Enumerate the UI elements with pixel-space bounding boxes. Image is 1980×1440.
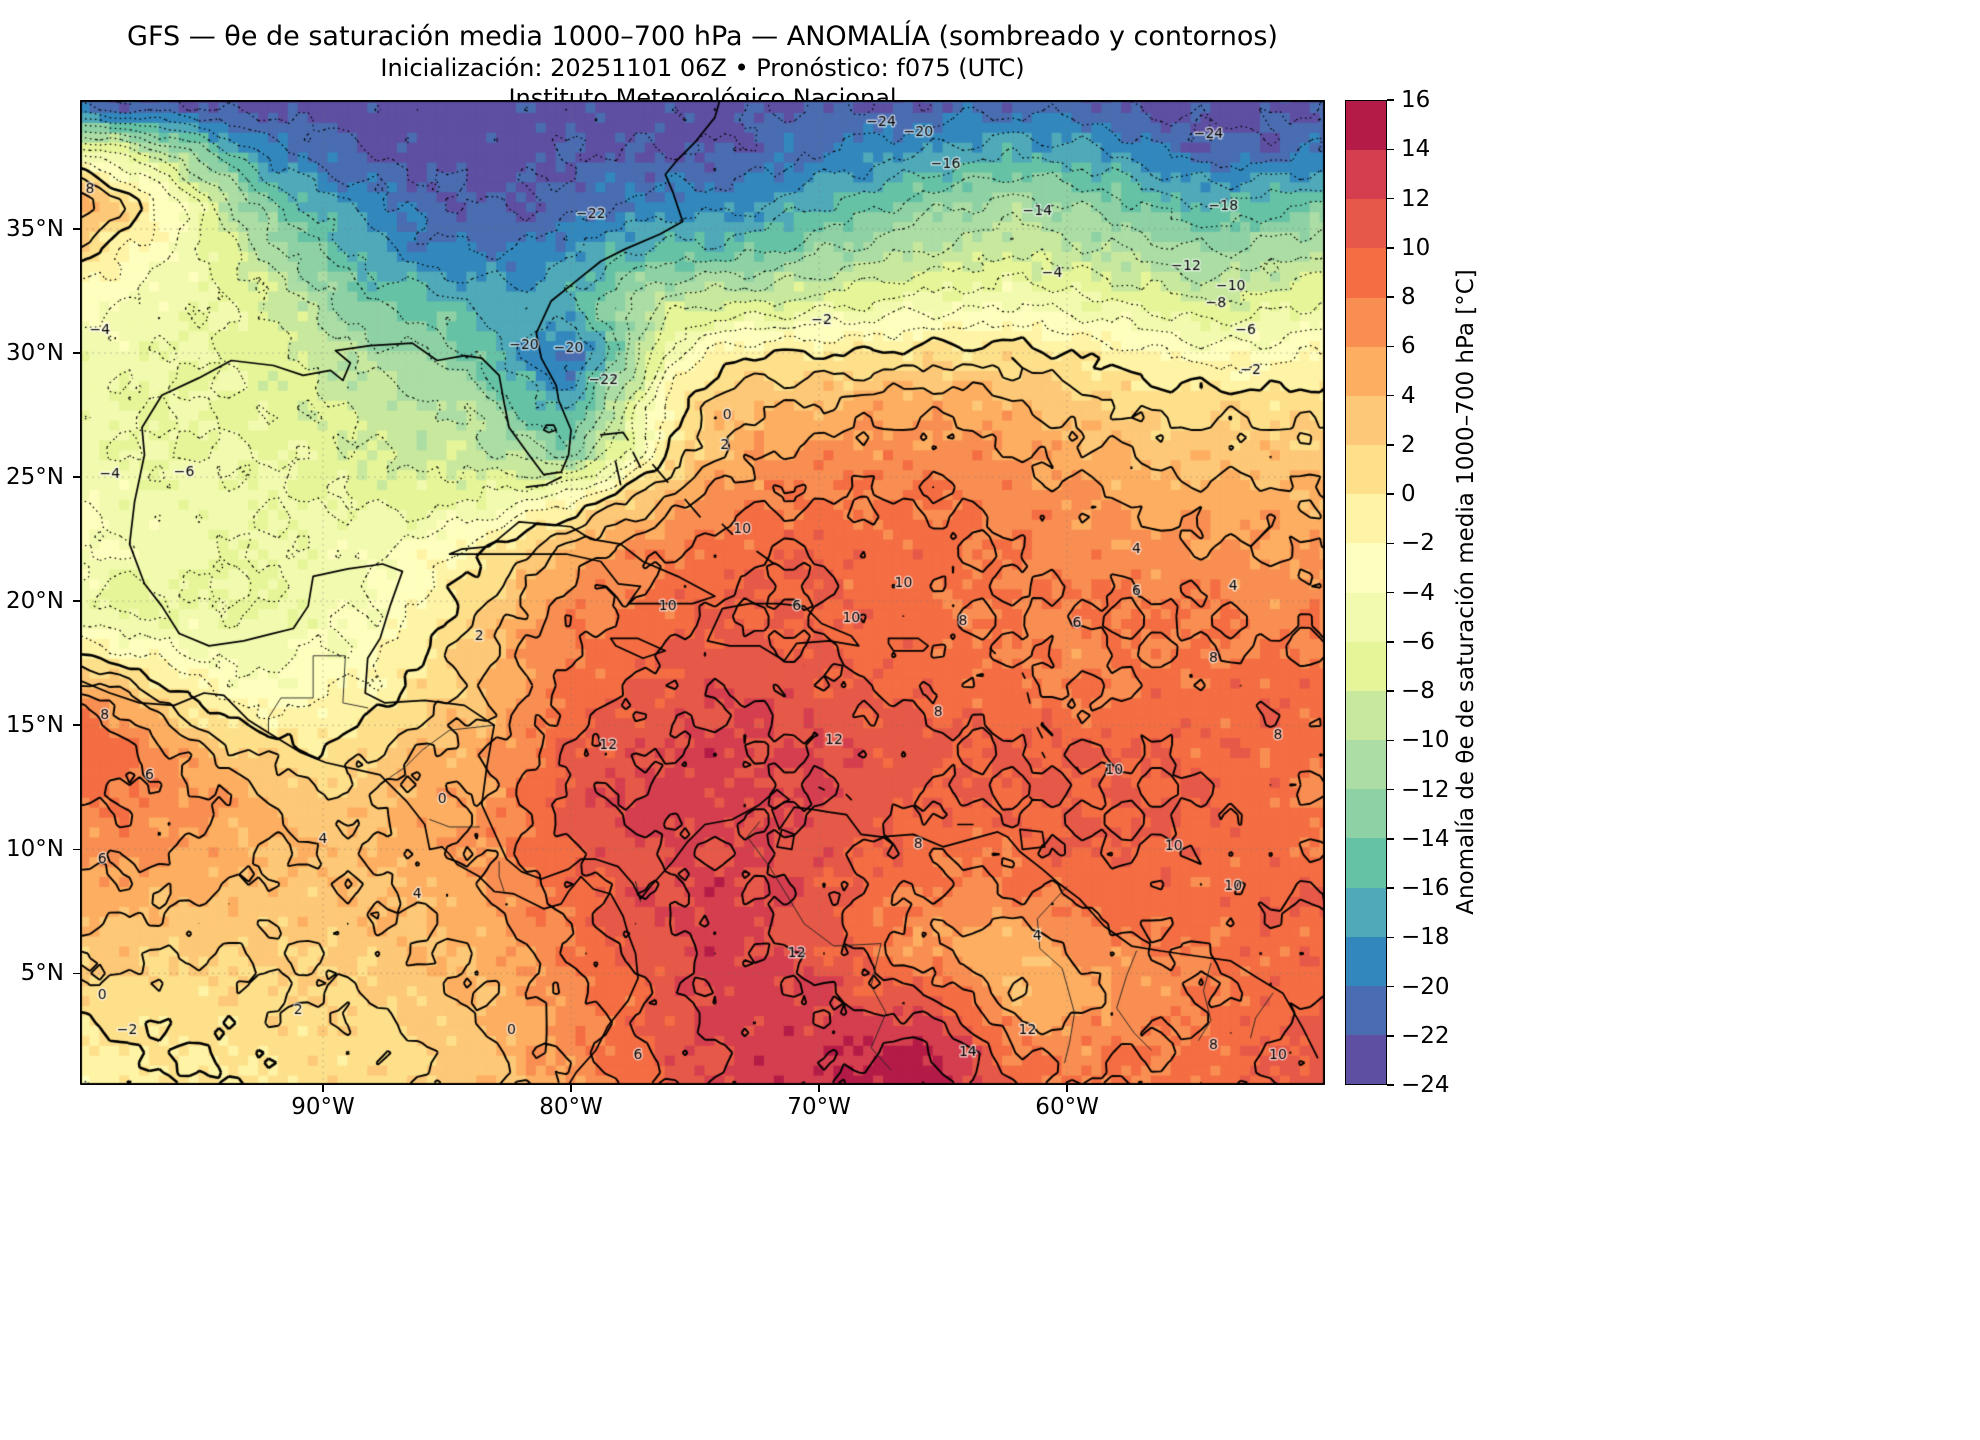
x-tick-label: 80°W (539, 1094, 603, 1120)
colorbar-tick-label: 4 (1401, 382, 1416, 409)
x-tick-label: 90°W (291, 1094, 355, 1120)
y-tick-mark (73, 848, 80, 851)
colorbar-segment (1346, 346, 1386, 396)
colorbar-segment (1346, 592, 1386, 642)
y-tick-mark (73, 600, 80, 602)
x-tick-mark (570, 1085, 572, 1092)
map-plot-area (80, 100, 1325, 1085)
colorbar-tick-label: −22 (1401, 1022, 1450, 1049)
colorbar-tick-label: −12 (1401, 776, 1450, 803)
colorbar-tick-mark (1387, 296, 1394, 298)
colorbar-tick-label: 12 (1401, 185, 1431, 212)
x-tick-mark (322, 1085, 324, 1092)
y-tick-mark (73, 228, 80, 230)
colorbar-tick-mark (1387, 197, 1394, 200)
colorbar-tick-label: −4 (1401, 579, 1435, 606)
colorbar-tick-mark (1387, 591, 1394, 594)
colorbar-tick-mark (1387, 936, 1394, 938)
y-tick-mark (73, 972, 80, 975)
colorbar-tick-label: 16 (1401, 87, 1431, 113)
x-tick-label: 70°W (787, 1094, 851, 1120)
colorbar-axis-label: Anomalía de θe de saturación media 1000–… (1453, 269, 1479, 915)
colorbar-tick-label: −24 (1401, 1072, 1450, 1098)
colorbar-segment (1346, 248, 1386, 298)
chart-title: GFS — θe de saturación media 1000–700 hP… (127, 21, 1278, 52)
colorbar-tick-mark (1387, 148, 1394, 150)
colorbar-tick-mark (1387, 739, 1394, 741)
title-block: GFS — θe de saturación media 1000–700 hP… (80, 20, 1325, 113)
colorbar-tick-mark (1387, 345, 1394, 347)
colorbar-tick-mark (1387, 444, 1394, 446)
x-tick-label: 60°W (1035, 1094, 1099, 1120)
colorbar-segment (1346, 789, 1386, 839)
y-tick-mark (73, 476, 80, 478)
colorbar-segment (1346, 887, 1386, 937)
colorbar-tick-mark (1387, 788, 1394, 791)
colorbar-tick-label: −8 (1401, 678, 1435, 704)
colorbar-segment (1346, 985, 1386, 1035)
colorbar-tick-label: −6 (1401, 628, 1435, 655)
y-tick-mark (73, 724, 80, 726)
colorbar-segment (1346, 150, 1386, 200)
colorbar-tick-mark (1387, 394, 1394, 397)
y-tick-label: 15°N (6, 712, 64, 739)
colorbar-segment (1346, 445, 1386, 495)
x-tick-mark (1066, 1085, 1068, 1092)
colorbar-segment (1346, 641, 1386, 691)
colorbar-tick-mark (1387, 493, 1394, 495)
colorbar-tick-mark (1387, 1084, 1394, 1086)
anomaly-map-canvas (80, 100, 1325, 1085)
colorbar-tick-mark (1387, 247, 1394, 249)
y-tick-label: 25°N (6, 464, 64, 491)
colorbar-tick-label: 14 (1401, 136, 1431, 163)
chart-subtitle-init-forecast: Inicialización: 20251101 06Z • Pronóstic… (380, 54, 1025, 82)
y-tick-mark (73, 352, 80, 354)
colorbar-segment (1346, 395, 1386, 446)
y-tick-label: 20°N (6, 588, 64, 615)
colorbar-tick-mark (1387, 542, 1394, 544)
colorbar-tick-mark (1387, 641, 1394, 643)
colorbar-tick-label: −18 (1401, 924, 1450, 951)
colorbar-segment (1346, 199, 1386, 249)
colorbar-tick-label: 0 (1401, 481, 1416, 507)
colorbar-tick-mark (1387, 985, 1394, 988)
colorbar-segment (1346, 297, 1386, 347)
colorbar-segment (1346, 838, 1386, 888)
colorbar-segment (1346, 1034, 1386, 1085)
y-tick-label: 5°N (20, 960, 64, 987)
colorbar-tick-mark (1387, 887, 1394, 889)
colorbar-tick-label: −2 (1401, 530, 1435, 557)
colorbar-tick-mark (1387, 99, 1394, 101)
colorbar-tick-label: 10 (1401, 234, 1431, 261)
colorbar-tick-mark (1387, 1035, 1394, 1037)
y-tick-label: 30°N (6, 340, 64, 367)
colorbar-segment (1346, 936, 1386, 986)
colorbar-tick-label: 2 (1401, 431, 1416, 458)
colorbar-tick-label: −10 (1401, 727, 1450, 754)
x-tick-mark (818, 1085, 820, 1092)
colorbar-segment (1346, 101, 1386, 151)
colorbar-segment (1346, 740, 1386, 790)
colorbar-tick-label: −16 (1401, 875, 1450, 901)
colorbar-tick-label: 8 (1401, 284, 1416, 310)
colorbar-segment (1346, 690, 1386, 741)
colorbar-tick-mark (1387, 690, 1394, 692)
colorbar-tick-label: −14 (1401, 825, 1450, 852)
colorbar-segment (1346, 494, 1386, 544)
colorbar-segment (1346, 543, 1386, 593)
colorbar-tick-label: 6 (1401, 333, 1416, 360)
y-tick-label: 35°N (6, 216, 64, 243)
colorbar-tick-mark (1387, 838, 1394, 840)
colorbar (1345, 100, 1387, 1085)
y-tick-label: 10°N (6, 836, 64, 863)
colorbar-tick-label: −20 (1401, 973, 1450, 1000)
